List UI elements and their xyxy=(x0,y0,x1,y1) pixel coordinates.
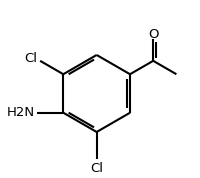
Text: Cl: Cl xyxy=(90,163,103,176)
Text: H2N: H2N xyxy=(7,106,35,119)
Text: O: O xyxy=(148,28,158,41)
Text: Cl: Cl xyxy=(24,52,37,65)
